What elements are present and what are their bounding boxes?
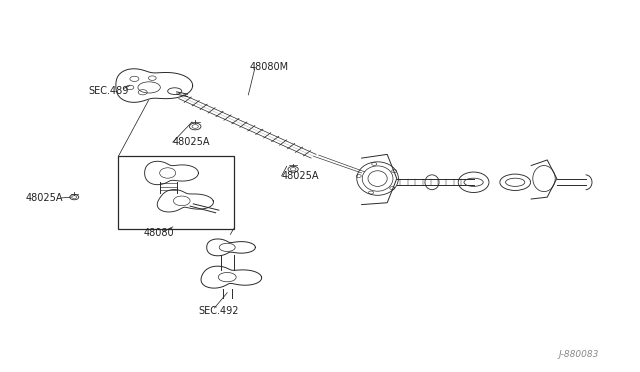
Text: 48025A: 48025A xyxy=(26,193,63,203)
Text: J-880083: J-880083 xyxy=(558,350,598,359)
Text: 48025A: 48025A xyxy=(282,171,319,181)
Text: 48025A: 48025A xyxy=(173,137,211,147)
Text: SEC.492: SEC.492 xyxy=(198,306,239,315)
Text: SEC.489: SEC.489 xyxy=(88,86,129,96)
Text: 48080: 48080 xyxy=(144,228,175,238)
Text: 48080M: 48080M xyxy=(250,62,289,72)
Bar xyxy=(118,156,234,229)
